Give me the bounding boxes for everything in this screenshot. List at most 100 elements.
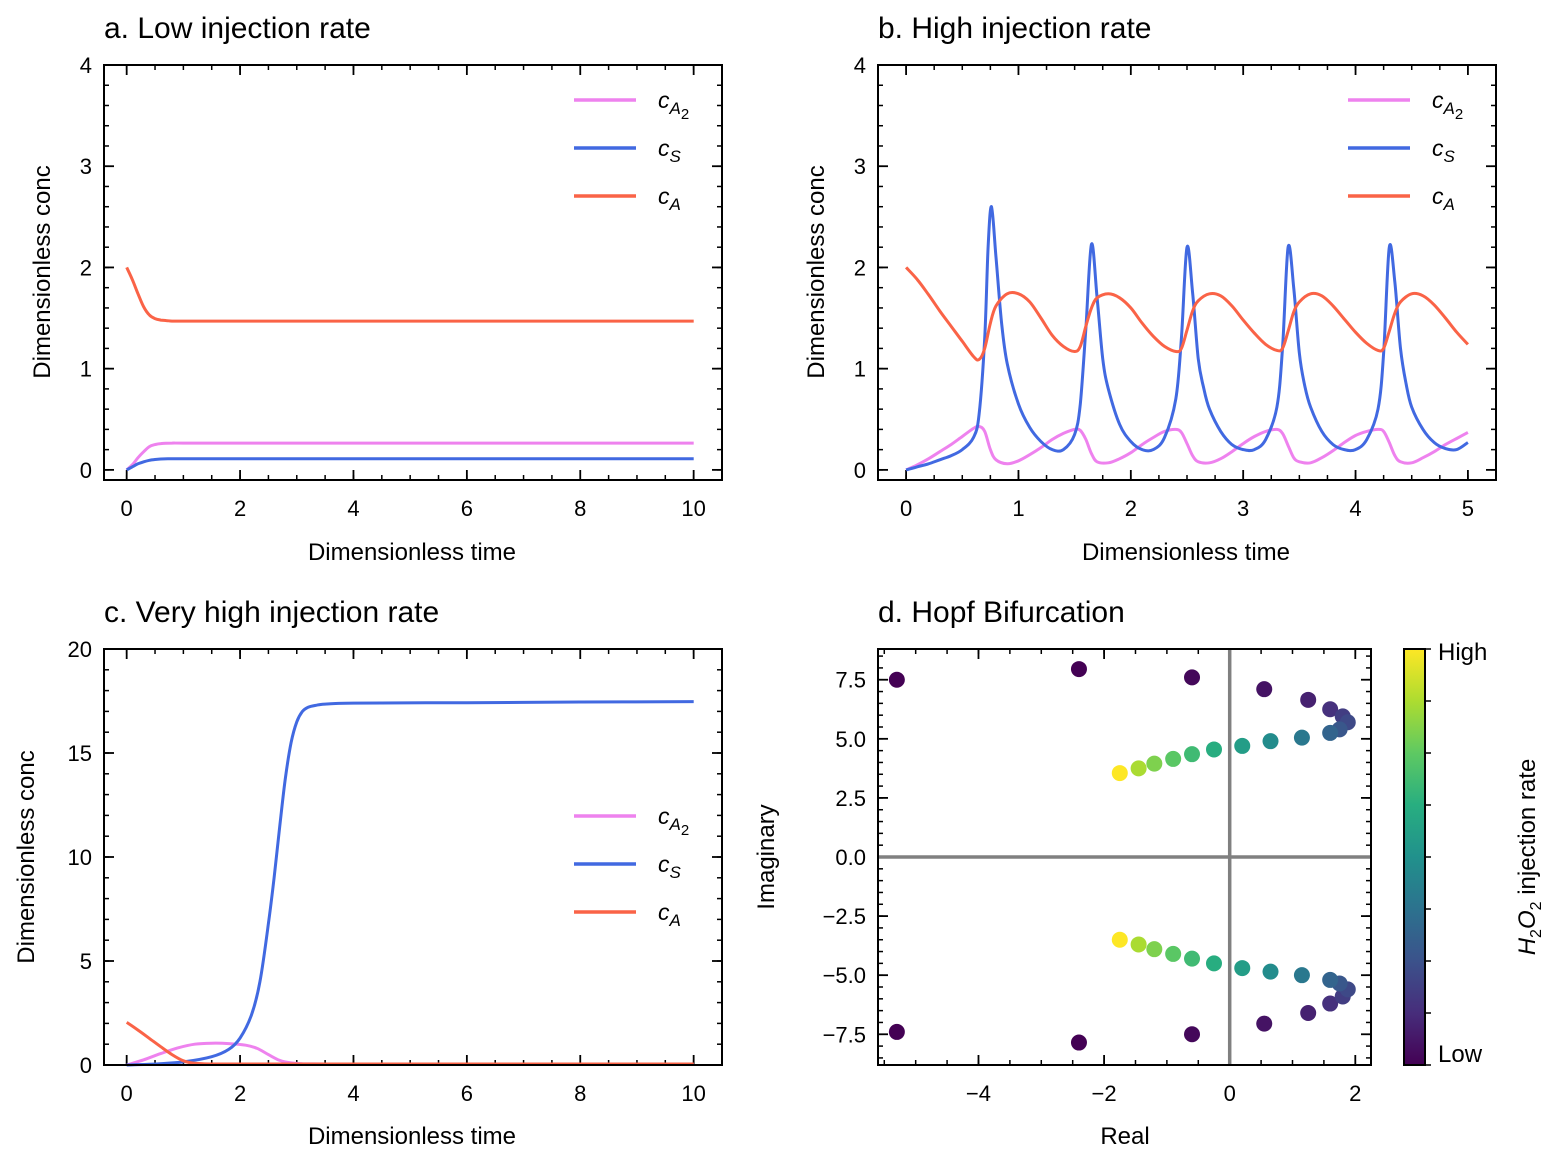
y-tick-label: 4: [80, 53, 92, 78]
eigenvalue-point: [1322, 971, 1339, 988]
panel-b-lines: [904, 205, 1470, 472]
panel-c: c. Very high injection rate Dimensionles…: [13, 596, 723, 1150]
eigenvalue-point: [1165, 750, 1182, 767]
eigenvalue-point: [1262, 733, 1279, 750]
panel-c-lines: [125, 700, 694, 1067]
eigenvalue-point: [1262, 963, 1279, 980]
x-tick-label: 1: [1012, 496, 1024, 521]
eigenvalue-point: [1130, 936, 1147, 953]
panel-d-title: d. Hopf Bifurcation: [878, 596, 1125, 629]
panel-a-title: a. Low injection rate: [104, 12, 371, 45]
x-tick-label: 4: [347, 496, 359, 521]
y-tick-label: 1: [854, 357, 866, 382]
x-tick-label: 10: [681, 496, 705, 521]
legend-label-sub: S: [1444, 147, 1456, 166]
y-tick-label: 7.5: [835, 668, 866, 693]
panel-d-frame: [877, 648, 1372, 1066]
colorbar-ticks: [1425, 648, 1431, 1066]
y-tick-label: 2: [854, 255, 866, 280]
colorbar-label-sub1: 2: [1528, 929, 1545, 938]
panel-d: d. Hopf Bifurcation Real Imaginary −4 −2 0…: [753, 596, 1545, 1150]
legend-label-subsub: 2: [681, 106, 689, 123]
panel-d-points: [888, 661, 1356, 1051]
eigenvalue-point: [1146, 755, 1163, 772]
x-tick-label: 4: [1349, 496, 1361, 521]
x-tick-label: 8: [574, 1081, 586, 1106]
x-tick-label: 6: [461, 496, 473, 521]
panel-b-ticks: 0 1 2 3 4 5 0 1 2 3 4: [854, 53, 1497, 521]
x-tick-label: 2: [234, 496, 246, 521]
panel-a: a. Low injection rate Dimensionless time…: [29, 12, 723, 566]
legend-label-main: c: [1432, 135, 1444, 161]
panel-c-title: c. Very high injection rate: [104, 596, 439, 629]
legend-label-cA2: cA2: [1432, 87, 1463, 123]
panel-d-ylabel: Imaginary: [753, 804, 780, 909]
x-tick-label: 5: [1462, 496, 1474, 521]
eigenvalue-point: [1293, 967, 1310, 984]
y-tick-label: 0.0: [835, 845, 866, 870]
y-tick-label: 4: [854, 53, 866, 78]
eigenvalue-point: [1070, 1034, 1087, 1051]
eigenvalue-point: [1322, 724, 1339, 741]
panel-b-ylabel: Dimensionless conc: [803, 165, 830, 378]
panel-a-ticks: 0 2 4 6 8 10 0 1 2 3 4: [80, 53, 723, 521]
eigenvalue-point: [1184, 669, 1201, 686]
legend-label-sub: A: [669, 195, 681, 214]
x-tick-label: 10: [681, 1081, 705, 1106]
panel-c-ticks: 0 2 4 6 8 10 0 5 10 15 20: [68, 637, 723, 1106]
colorbar-label-o: O: [1514, 910, 1541, 929]
y-tick-label: −2.5: [823, 904, 866, 929]
legend-label-cA: cA: [658, 183, 681, 214]
y-tick-label: −5.0: [823, 963, 866, 988]
series-line-cA2: [125, 441, 694, 471]
panel-a-frame: [103, 64, 723, 481]
legend-label-subsub: 2: [1455, 106, 1463, 123]
eigenvalue-point: [1300, 691, 1317, 708]
eigenvalue-point: [1146, 941, 1163, 958]
legend-label-sub: A: [1443, 195, 1455, 214]
legend-label-cS: cS: [658, 135, 682, 166]
series-line-cS: [125, 457, 694, 472]
panel-b-xlabel: Dimensionless time: [1082, 539, 1290, 566]
eigenvalue-point: [1293, 729, 1310, 746]
legend-label-main: c: [658, 87, 670, 113]
eigenvalue-point: [1165, 945, 1182, 962]
eigenvalue-point: [1256, 1015, 1273, 1032]
y-tick-label: 20: [68, 637, 92, 662]
series-line-cS: [905, 205, 1469, 472]
panel-a-lines: [125, 266, 694, 472]
eigenvalue-point: [888, 1023, 905, 1040]
x-tick-label: 2: [1125, 496, 1137, 521]
legend-label-main: c: [1432, 183, 1444, 209]
eigenvalue-point: [1205, 955, 1222, 972]
y-tick-label: 0: [80, 1053, 92, 1078]
x-tick-label: 6: [461, 1081, 473, 1106]
colorbar-low-label: Low: [1438, 1041, 1483, 1068]
panel-b-title: b. High injection rate: [878, 12, 1152, 45]
x-tick-label: −4: [966, 1081, 991, 1106]
panel-b-frame: [877, 64, 1497, 481]
eigenvalue-point: [1256, 681, 1273, 698]
panel-d-zero-axes: [878, 649, 1371, 1065]
y-tick-label: 3: [80, 154, 92, 179]
legend-label-cA: cA: [658, 899, 681, 930]
legend-label-cS: cS: [658, 851, 682, 882]
legend-label-cA2: cA2: [658, 803, 689, 839]
panel-c-ylabel: Dimensionless conc: [13, 750, 40, 963]
y-tick-label: 0: [80, 458, 92, 483]
legend-label-sub: S: [670, 147, 682, 166]
panel-c-xlabel: Dimensionless time: [308, 1123, 516, 1150]
panel-d-xlabel: Real: [1100, 1123, 1149, 1150]
legend-label-main: c: [1432, 87, 1444, 113]
eigenvalue-point: [1184, 950, 1201, 967]
x-tick-label: 2: [1349, 1081, 1361, 1106]
eigenvalue-point: [1130, 760, 1147, 777]
y-tick-label: 2: [80, 255, 92, 280]
y-tick-label: 5: [80, 949, 92, 974]
colorbar-high-label: High: [1438, 639, 1487, 666]
y-tick-label: 5.0: [835, 727, 866, 752]
x-tick-label: 0: [900, 496, 912, 521]
legend-label-sub: A: [669, 815, 681, 834]
